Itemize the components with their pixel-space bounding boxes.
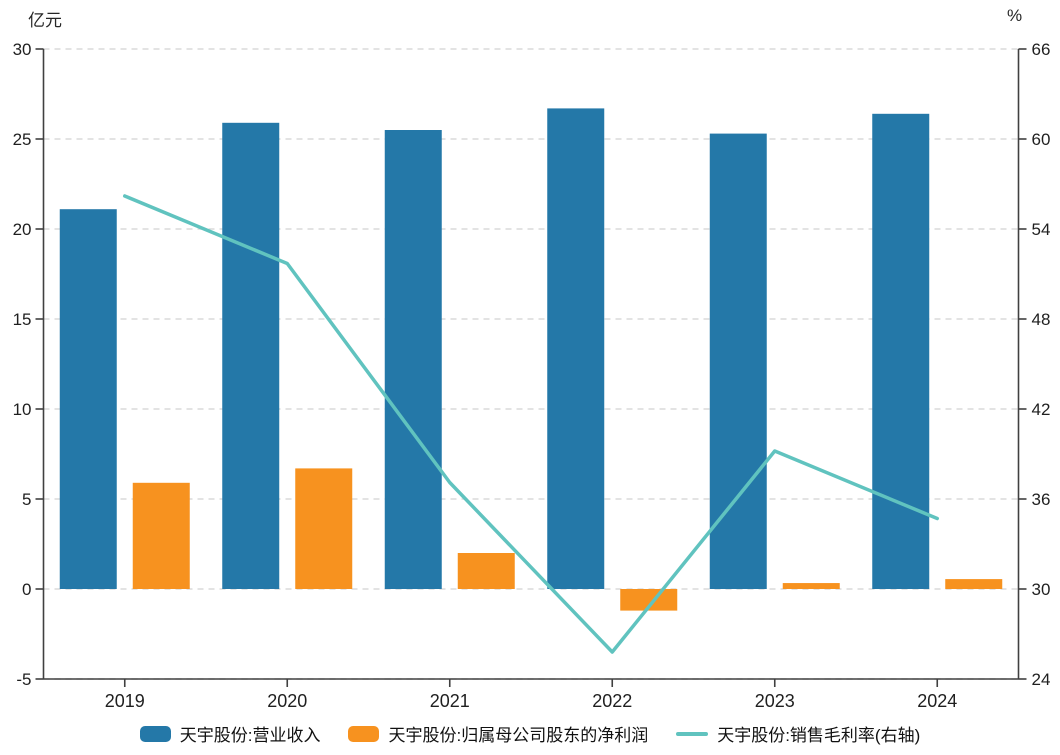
left-tick-label: 10 [13, 400, 32, 419]
revenue-bar-2019 [59, 209, 117, 589]
left-tick-label: 30 [13, 40, 32, 59]
legend-item-net-profit: 天宇股份:归属母公司股东的净利润 [348, 721, 648, 746]
left-axis: 30 25 20 15 10 5 0 -5 [13, 40, 44, 689]
x-tick-label-2023: 2023 [755, 691, 795, 711]
legend-line-swatch [676, 731, 709, 736]
gross-margin-line [123, 194, 939, 654]
revenue-bar-2022 [547, 108, 605, 590]
net-profit-bar-2019 [132, 482, 190, 589]
revenue-bar-2021 [384, 130, 442, 589]
right-tick-label: 30 [1032, 580, 1051, 599]
net-profit-bar-2024 [945, 579, 1003, 589]
net-profit-bar-2022 [620, 589, 678, 611]
legend-item-gross-margin: 天宇股份:销售毛利率(右轴) [676, 721, 920, 746]
left-tick-label: 0 [22, 580, 31, 599]
legend-color-swatch [348, 725, 380, 742]
right-tick-label: 66 [1032, 40, 1051, 59]
net-profit-bar-2021 [457, 553, 515, 589]
revenue-bar-2020 [222, 122, 280, 590]
right-tick-label: 48 [1032, 310, 1051, 329]
legend-label: 天宇股份:销售毛利率(右轴) [717, 726, 921, 745]
left-axis-unit-label: 亿元 [28, 11, 62, 30]
left-tick-label: -5 [16, 670, 31, 689]
x-tick-label-2021: 2021 [430, 691, 470, 711]
left-tick-label: 20 [13, 220, 32, 239]
legend-label: 天宇股份:营业收入 [179, 726, 321, 745]
x-tick-label-2019: 2019 [105, 691, 145, 711]
legend-label: 天宇股份:归属母公司股东的净利润 [388, 726, 649, 745]
right-axis: 66 60 54 48 42 36 30 24 [1018, 40, 1051, 689]
net-profit-bars [132, 468, 1003, 611]
net-profit-bar-2023 [782, 583, 840, 589]
x-axis: 2019 2020 2021 2022 2023 2024 [105, 679, 957, 711]
left-tick-label: 25 [13, 130, 32, 149]
left-tick-label: 5 [22, 490, 31, 509]
right-tick-label: 54 [1032, 220, 1051, 239]
net-profit-bar-2020 [295, 468, 353, 589]
chart-legend: 天宇股份:营业收入 天宇股份:归属母公司股东的净利润 天宇股份:销售毛利率(右轴) [0, 721, 1060, 746]
x-tick-label-2024: 2024 [917, 691, 957, 711]
revenue-bar-2023 [709, 133, 767, 589]
axes [42, 49, 1020, 680]
x-tick-label-2020: 2020 [267, 691, 307, 711]
revenue-bar-2024 [872, 113, 930, 590]
left-tick-label: 15 [13, 310, 32, 329]
right-tick-label: 36 [1032, 490, 1051, 509]
right-tick-label: 60 [1032, 130, 1051, 149]
x-tick-label-2022: 2022 [592, 691, 632, 711]
legend-item-revenue: 天宇股份:营业收入 [139, 721, 321, 746]
right-tick-label: 42 [1032, 400, 1051, 419]
right-tick-label: 24 [1032, 670, 1051, 689]
right-axis-unit-label: % [1007, 6, 1023, 25]
revenue-bars [59, 108, 930, 590]
legend-color-swatch [139, 725, 171, 742]
